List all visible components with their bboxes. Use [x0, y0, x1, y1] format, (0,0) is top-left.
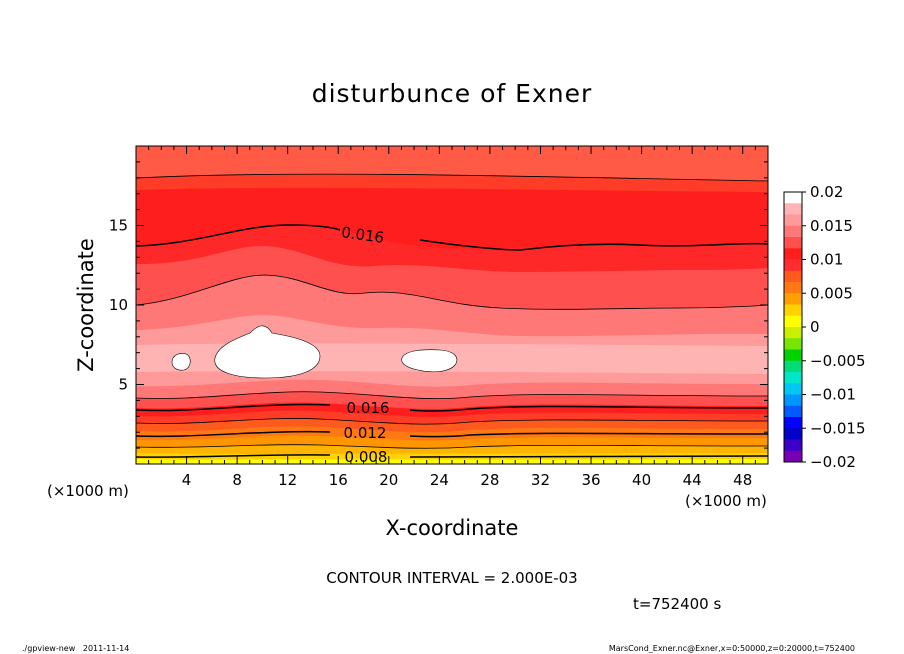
- colorbar-segment: [784, 383, 802, 395]
- x-tick-label: 8: [232, 471, 242, 489]
- contour-label-0.012: 0.012: [344, 424, 387, 442]
- colorbar-segment: [784, 270, 802, 283]
- contour-line-0.016-lower: [136, 403, 768, 412]
- colorbar-segment: [784, 327, 802, 339]
- colorbar-tick-label: 0: [810, 318, 820, 336]
- colorbar-tick-label: 0.01: [810, 251, 843, 269]
- x-tick-label: 12: [278, 471, 297, 489]
- contour-interval: CONTOUR INTERVAL = 2.000E-03: [326, 569, 577, 587]
- x-unit-label: (×1000 m): [685, 492, 767, 510]
- colorbar-tick-label: −0.015: [810, 419, 866, 437]
- contour-line-mid-thin: [136, 274, 768, 310]
- contour-label-0.016-upper: 0.016: [340, 223, 385, 247]
- x-tick-label: 20: [379, 471, 398, 489]
- colorbar-tick-label: −0.005: [810, 352, 866, 370]
- colorbar-segment: [784, 282, 802, 294]
- colorbar-segment: [784, 304, 802, 317]
- x-tick-label: 16: [329, 471, 348, 489]
- max-blob-large: [214, 325, 320, 378]
- contour-line-0.016-upper: [136, 224, 768, 251]
- x-tick-label: 36: [581, 471, 600, 489]
- contour-line-0.010: [136, 444, 768, 449]
- colorbar-segment: [784, 338, 802, 350]
- y-axis: 5 10 15: [109, 145, 768, 465]
- colorbar-tick-label: 0.02: [810, 183, 843, 201]
- colorbar-segment: [784, 417, 802, 429]
- colorbar-tick-label: −0.02: [810, 453, 856, 471]
- y-unit-label: (×1000 m): [47, 482, 129, 500]
- colorbar-segment: [784, 349, 802, 362]
- y-tick-label: 15: [109, 217, 128, 235]
- colorbar-segment: [784, 315, 802, 328]
- colorbar-segment: [784, 372, 802, 384]
- contour-line-low-thin: [136, 391, 768, 400]
- colorbar-segment: [784, 405, 802, 418]
- colorbar-segment: [784, 439, 802, 452]
- colorbar-segment: [784, 192, 802, 204]
- colorbar: 0.02 0.015 0.01 0.005 0 −0.005 −0.01 −0.015 −0.0…: [783, 183, 866, 471]
- x-tick-label: 44: [683, 471, 702, 489]
- max-blob-small-right: [401, 349, 457, 372]
- colorbar-segment: [784, 428, 802, 440]
- colorbar-tick-label: 0.015: [810, 217, 853, 235]
- footer-right: MarsCond_Exner.nc@Exner,x=0:50000,z=0:20…: [609, 644, 855, 653]
- x-tick-label: 4: [182, 471, 192, 489]
- colorbar-segment: [784, 225, 802, 238]
- x-tick-label: 28: [480, 471, 499, 489]
- x-axis-label: X-coordinate: [386, 516, 519, 540]
- colorbar-segment: [784, 450, 802, 463]
- y-tick-label: 10: [109, 296, 128, 314]
- contour-line-upper-thin: [136, 173, 768, 182]
- x-axis: 4 8 12 16 20 24 28 32 36 40 44 48: [135, 146, 769, 489]
- contour-line-max-blob: [171, 325, 458, 379]
- contour-line-0.012: [136, 430, 768, 438]
- colorbar-segment: [784, 394, 802, 407]
- colorbar-tick-label: 0.005: [810, 284, 853, 302]
- contour-label-0.008: 0.008: [345, 448, 388, 466]
- colorbar-segment: [784, 237, 802, 249]
- colorbar-tick-label: −0.01: [810, 386, 856, 404]
- x-tick-label: 48: [733, 471, 752, 489]
- y-axis-label: Z-coordinate: [74, 238, 98, 372]
- colorbar-segment: [784, 293, 802, 305]
- contour-label-0.016-lower: 0.016: [347, 399, 390, 417]
- colorbar-segment: [784, 214, 802, 227]
- chart-title: disturbunce of Exner: [312, 79, 593, 108]
- footer-left: ./gpview-new 2011-11-14: [22, 644, 129, 653]
- contour-line-0.014: [136, 418, 768, 425]
- colorbar-segment: [784, 360, 802, 373]
- x-tick-label: 24: [430, 471, 449, 489]
- filled-contours: [136, 146, 768, 464]
- x-tick-label: 40: [632, 471, 651, 489]
- contour-lines: [136, 173, 768, 458]
- x-tick-label: 32: [531, 471, 550, 489]
- contour-labels: 0.016 0.016 0.012 0.008: [340, 223, 389, 466]
- time-label: t=752400 s: [633, 595, 721, 613]
- max-blob-small-left: [172, 353, 191, 371]
- contour-line-0.008: [136, 454, 768, 458]
- colorbar-segment: [784, 248, 802, 260]
- colorbar-segment: [784, 259, 802, 272]
- y-tick-label: 5: [118, 376, 128, 394]
- colorbar-segment: [784, 203, 802, 215]
